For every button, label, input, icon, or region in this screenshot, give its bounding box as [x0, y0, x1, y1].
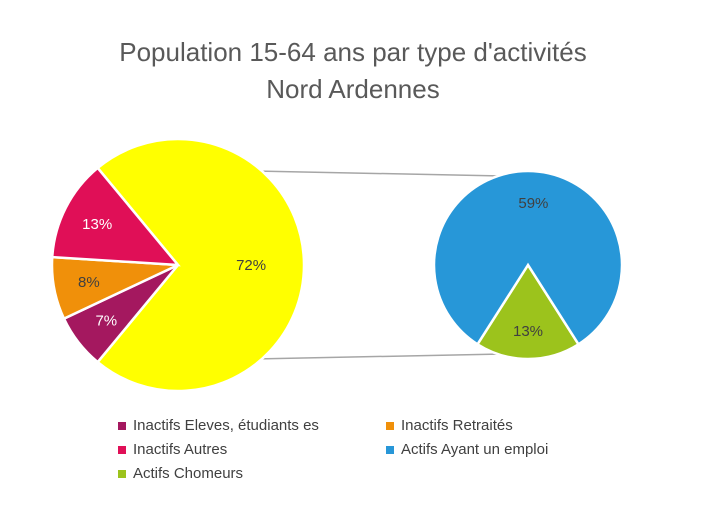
data-labels: 72% 7% 8% 13% 13% 59% [78, 195, 548, 340]
chart-title-line-2: Nord Ardennes [266, 74, 440, 104]
legend-label: Actifs Ayant un emploi [401, 441, 549, 458]
legend-item-actifs-chomeurs: Actifs Chomeurs [118, 464, 386, 483]
legend-label: Inactifs Retraités [401, 417, 513, 434]
pie-slice-actifs-chomeurs [475, 262, 581, 361]
legend-swatch [118, 445, 126, 454]
legend-label: Inactifs Autres [133, 441, 228, 458]
legend-swatch [386, 421, 394, 430]
legend-item-inactifs-eleves-etudiants-es: Inactifs Eleves, étudiants es [118, 416, 386, 435]
legend-label: Actifs Chomeurs [133, 465, 244, 482]
data-label-inactifs-eleves-etudiants-es: 7% [95, 313, 117, 330]
data-label-actifs-ayant-un-emploi: 59% [518, 195, 548, 212]
pie-slice-inactifs-autres [50, 166, 181, 267]
legend-item-inactifs-retraites: Inactifs Retraités [386, 416, 638, 435]
legend-swatch [386, 445, 394, 454]
legend-swatch [118, 421, 126, 430]
legend-item-inactifs-autres: Inactifs Autres [118, 440, 386, 459]
data-label-actifs-chomeurs: 13% [513, 323, 543, 340]
pie-slice-actifs-ayant-un-emploi [432, 169, 624, 347]
legend-label: Inactifs Eleves, étudiants es [133, 417, 319, 434]
data-label-other-actifs: 72% [236, 257, 266, 274]
chart-title-line-1: Population 15-64 ans par type d'activité… [119, 37, 587, 67]
legend: Inactifs Eleves, étudiants es Inactifs Re… [118, 416, 638, 483]
main-pie [50, 137, 306, 393]
legend-item-actifs-ayant-un-emploi: Actifs Ayant un emploi [386, 440, 638, 459]
data-label-inactifs-autres: 13% [82, 216, 112, 233]
pie-slice-other-actifs [95, 137, 306, 393]
secondary-pie [432, 169, 624, 361]
chart-title: Population 15-64 ans par type d'activité… [0, 34, 706, 108]
data-label-inactifs-retraites: 8% [78, 274, 100, 291]
legend-swatch [118, 469, 126, 478]
